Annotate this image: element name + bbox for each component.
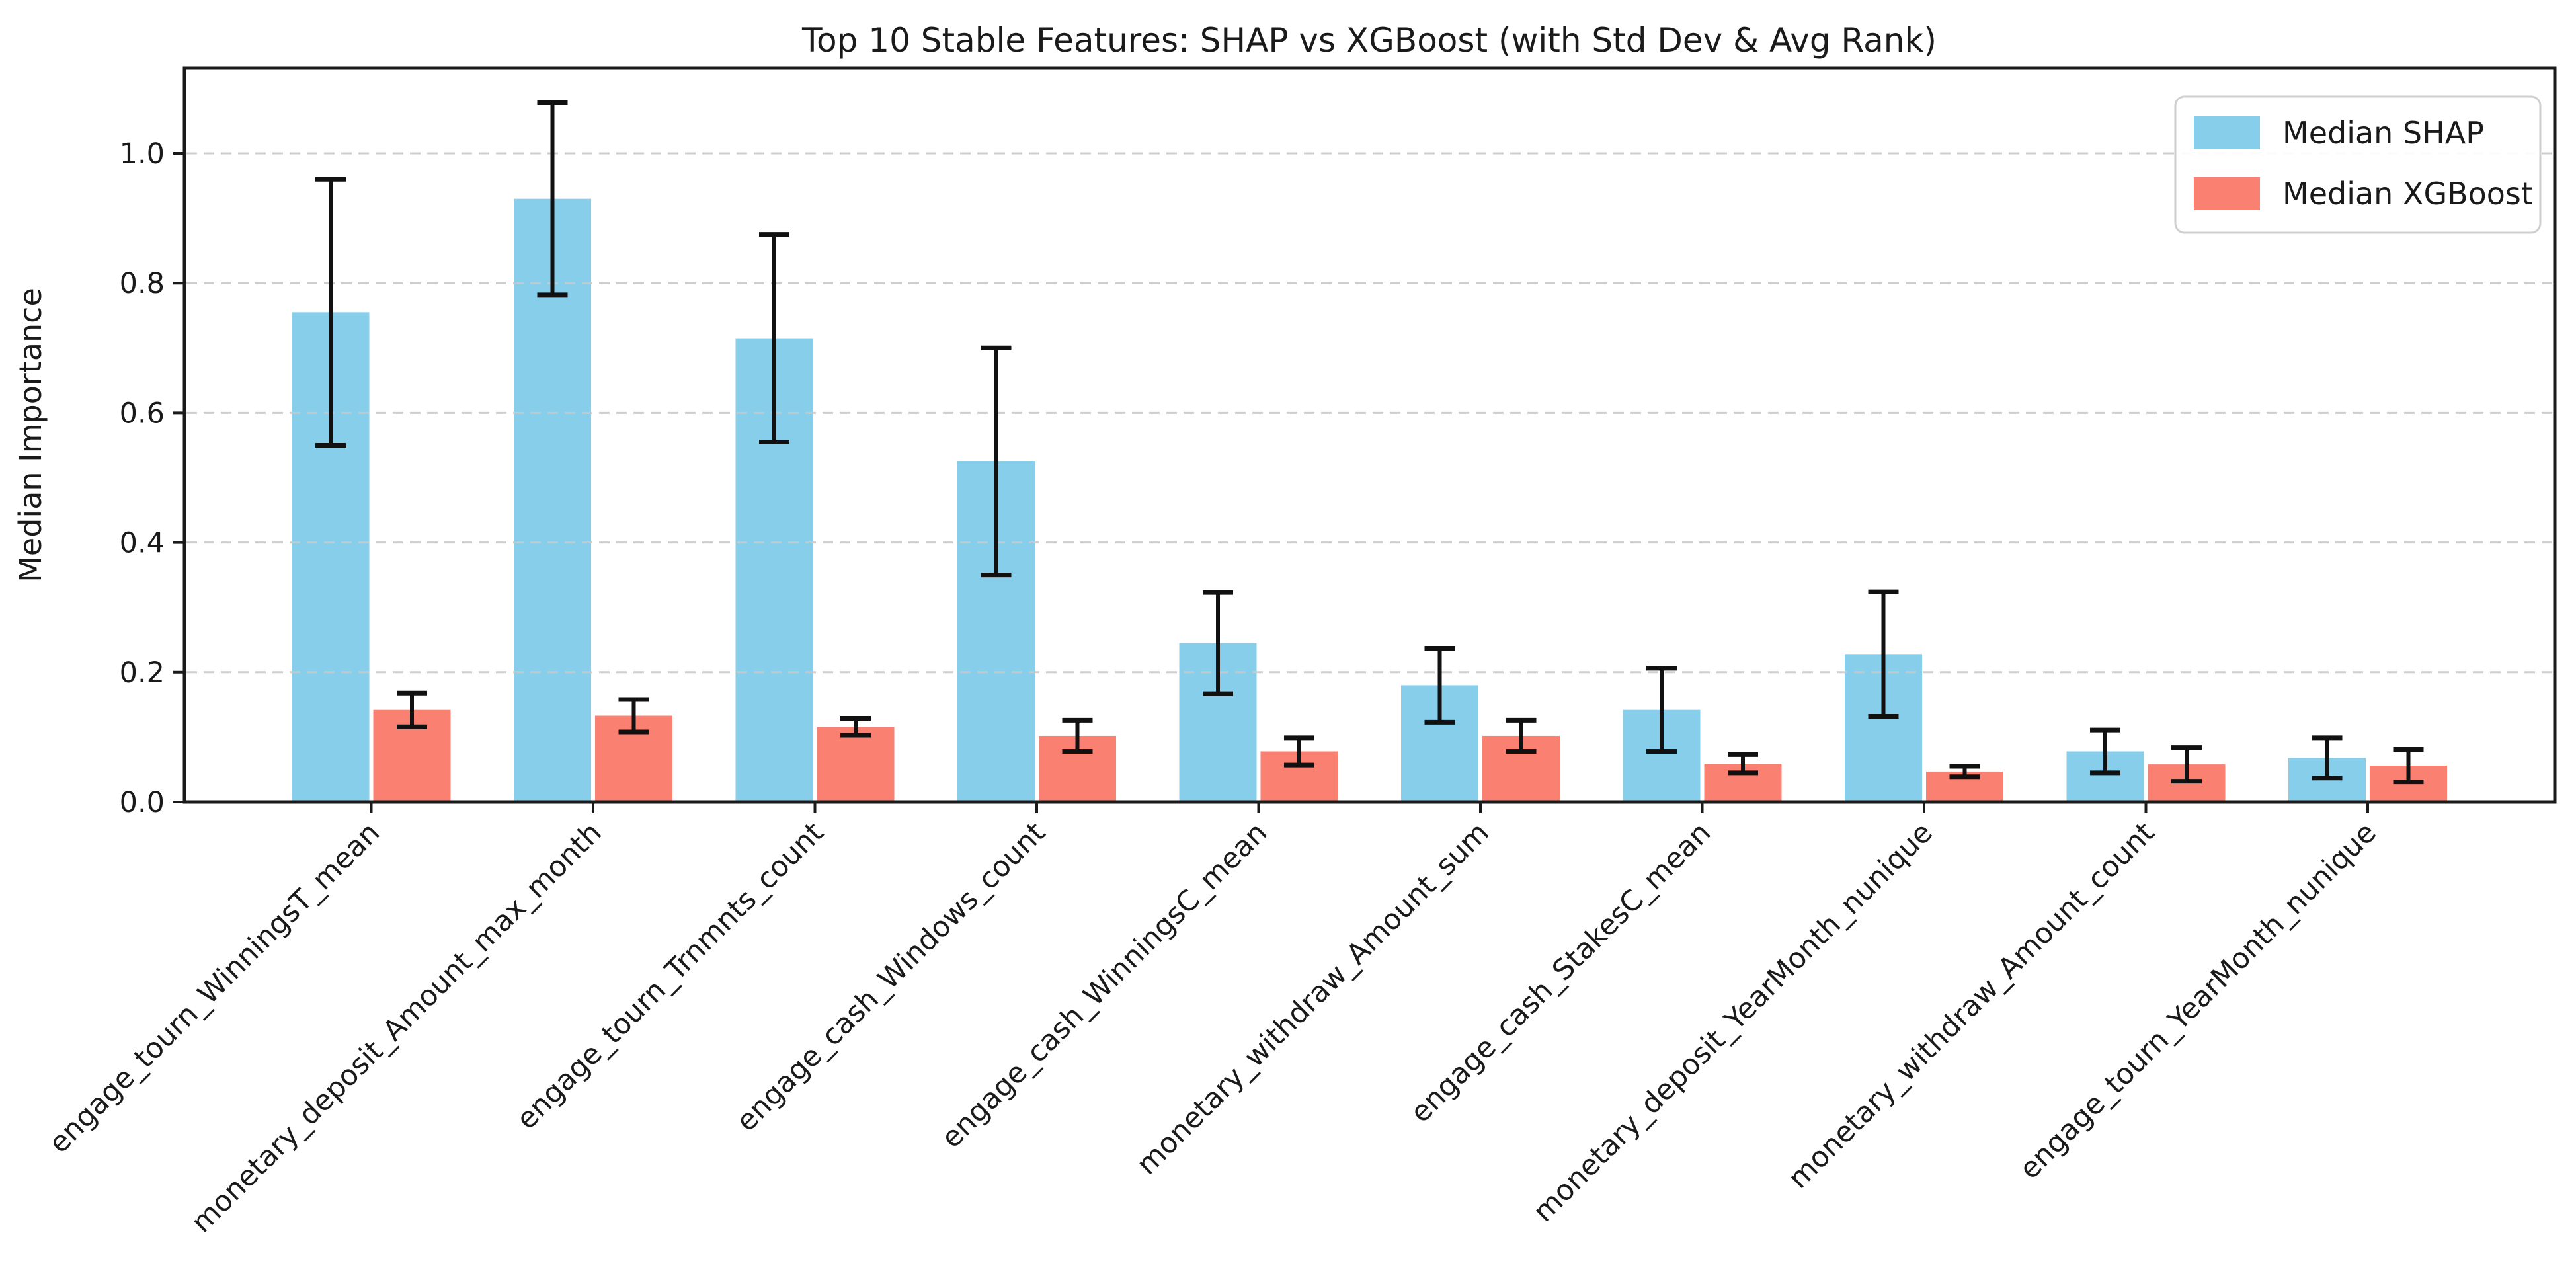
x-tick-label: monetary_deposit_YearMonth_nunique	[1527, 816, 1939, 1228]
bar-median-shap	[514, 198, 591, 802]
y-tick-label: 0.8	[120, 267, 165, 300]
plot-area: 0.00.20.40.60.81.0engage_tourn_WinningsT…	[42, 66, 2557, 1239]
y-axis-label: Median Importance	[13, 288, 48, 582]
y-tick-label: 1.0	[120, 138, 165, 171]
plot-frame	[182, 66, 2557, 804]
x-tick-label: monetary_withdraw_Amount_count	[1782, 816, 2161, 1195]
legend-label-median-xgboost: Median XGBoost	[2282, 176, 2533, 212]
legend-swatch-median-shap-icon	[2194, 116, 2260, 149]
legend-label-median-shap: Median SHAP	[2282, 115, 2484, 151]
legend-swatch-median-xgboost-icon	[2194, 177, 2260, 210]
y-tick-label: 0.6	[120, 397, 165, 430]
bar-median-xgboost	[817, 727, 895, 802]
chart-title: Top 10 Stable Features: SHAP vs XGBoost …	[801, 21, 1937, 60]
y-tick-label: 0.0	[120, 786, 165, 819]
y-tick-label: 0.4	[120, 527, 165, 560]
x-tick-label: monetary_withdraw_Amount_sum	[1131, 816, 1496, 1181]
y-tick-label: 0.2	[120, 657, 165, 690]
x-tick-label: monetary_deposit_Amount_max_month	[185, 816, 608, 1239]
legend-box	[2174, 95, 2542, 234]
legend: Median SHAP Median XGBoost	[2174, 95, 2542, 234]
x-tick-label: engage_tourn_YearMonth_nunique	[2013, 816, 2383, 1185]
